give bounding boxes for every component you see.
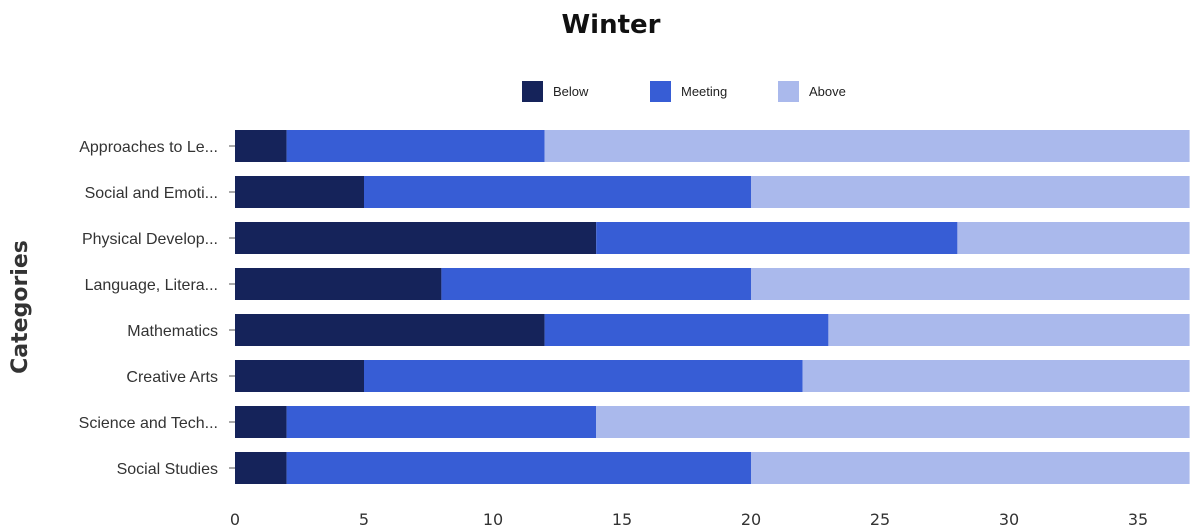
bar-above-5 (802, 360, 1190, 392)
legend-swatch-meeting (650, 81, 671, 102)
bar-above-1 (751, 176, 1190, 208)
category-label: Mathematics (127, 323, 218, 340)
bars (235, 130, 1190, 484)
category-label: Language, Litera... (85, 277, 218, 294)
bar-meeting-0 (286, 130, 545, 162)
x-tick-label: 25 (870, 510, 890, 529)
legend-label-below: Below (553, 84, 589, 99)
bar-meeting-3 (441, 268, 751, 300)
bar-meeting-4 (544, 314, 829, 346)
bar-below-5 (235, 360, 364, 392)
category-label: Physical Develop... (82, 231, 218, 248)
x-tick-label: 15 (612, 510, 632, 529)
bar-meeting-1 (364, 176, 751, 208)
x-axis-ticks: 0 5 10 15 20 25 30 35 (230, 510, 1148, 529)
legend-swatch-above (778, 81, 799, 102)
legend-swatch-below (522, 81, 543, 102)
bar-meeting-2 (596, 222, 958, 254)
legend-label-meeting: Meeting (681, 84, 727, 99)
category-label: Approaches to Le... (79, 139, 218, 156)
category-label: Social and Emoti... (85, 185, 218, 202)
x-tick-label: 35 (1128, 510, 1148, 529)
y-axis-label: Categories (8, 240, 33, 374)
bar-above-7 (751, 452, 1190, 484)
bar-above-0 (544, 130, 1190, 162)
bar-below-2 (235, 222, 597, 254)
bar-below-4 (235, 314, 545, 346)
category-label: Science and Tech... (79, 415, 218, 432)
x-tick-label: 10 (483, 510, 503, 529)
bar-below-3 (235, 268, 442, 300)
bar-meeting-5 (364, 360, 803, 392)
legend: Below Meeting Above (522, 81, 846, 102)
bar-meeting-6 (286, 406, 597, 438)
bar-below-6 (235, 406, 287, 438)
bar-above-4 (828, 314, 1190, 346)
bar-meeting-7 (286, 452, 751, 484)
bar-above-6 (596, 406, 1190, 438)
category-label: Creative Arts (126, 369, 218, 386)
category-labels: Approaches to Le... Social and Emoti... Ph… (79, 139, 235, 478)
legend-label-above: Above (809, 84, 846, 99)
bar-above-3 (751, 268, 1190, 300)
bar-below-1 (235, 176, 364, 208)
x-tick-label: 20 (741, 510, 761, 529)
bar-below-7 (235, 452, 287, 484)
x-tick-label: 30 (999, 510, 1019, 529)
x-tick-label: 0 (230, 510, 240, 529)
x-tick-label: 5 (359, 510, 369, 529)
bar-below-0 (235, 130, 287, 162)
category-label: Social Studies (117, 461, 218, 478)
bar-above-2 (957, 222, 1190, 254)
chart-title: Winter (562, 10, 661, 40)
